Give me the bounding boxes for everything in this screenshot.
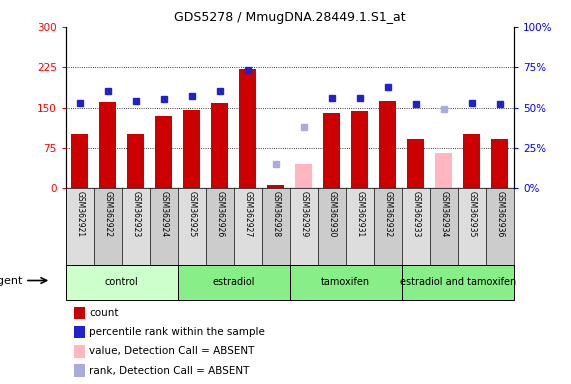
Bar [94, 188, 122, 265]
Text: GSM362933: GSM362933 [411, 191, 420, 238]
Text: GSM362926: GSM362926 [215, 191, 224, 237]
Bar [289, 265, 402, 300]
Text: GSM362931: GSM362931 [355, 191, 364, 237]
Text: GSM362935: GSM362935 [468, 191, 476, 238]
Text: GSM362923: GSM362923 [131, 191, 140, 237]
Text: estradiol and tamoxifen: estradiol and tamoxifen [400, 277, 516, 287]
Bar [267, 185, 284, 188]
Bar [402, 188, 430, 265]
Bar [262, 188, 289, 265]
Bar [318, 188, 346, 265]
Text: estradiol: estradiol [212, 277, 255, 287]
Text: percentile rank within the sample: percentile rank within the sample [89, 327, 265, 337]
Bar [127, 134, 144, 188]
Bar [458, 188, 486, 265]
Bar [74, 345, 85, 358]
Text: agent: agent [0, 275, 23, 286]
Text: GSM362927: GSM362927 [243, 191, 252, 237]
Bar [150, 188, 178, 265]
Bar [295, 164, 312, 188]
Bar [71, 134, 88, 188]
Bar [379, 101, 396, 188]
Bar [206, 188, 234, 265]
Text: GSM362925: GSM362925 [187, 191, 196, 237]
Bar [402, 265, 514, 300]
Bar [346, 188, 374, 265]
Bar [351, 111, 368, 188]
Bar [436, 153, 452, 188]
Bar [486, 188, 514, 265]
Bar [74, 307, 85, 319]
Bar [183, 110, 200, 188]
Bar [66, 188, 94, 265]
Title: GDS5278 / MmugDNA.28449.1.S1_at: GDS5278 / MmugDNA.28449.1.S1_at [174, 11, 405, 24]
Bar [66, 265, 178, 300]
Text: GSM362928: GSM362928 [271, 191, 280, 237]
Text: GSM362922: GSM362922 [103, 191, 112, 237]
Text: rank, Detection Call = ABSENT: rank, Detection Call = ABSENT [89, 366, 250, 376]
Text: GSM362934: GSM362934 [439, 191, 448, 238]
Bar [290, 188, 318, 265]
Text: GSM362932: GSM362932 [383, 191, 392, 237]
Bar [211, 103, 228, 188]
Text: control: control [105, 277, 139, 287]
Bar [74, 364, 85, 377]
Text: GSM362921: GSM362921 [75, 191, 84, 237]
Text: tamoxifen: tamoxifen [321, 277, 371, 287]
Bar [74, 326, 85, 338]
Bar [178, 265, 289, 300]
Bar [99, 102, 116, 188]
Text: GSM362930: GSM362930 [327, 191, 336, 238]
Bar [234, 188, 262, 265]
Bar [408, 139, 424, 188]
Bar [430, 188, 458, 265]
Bar [374, 188, 402, 265]
Bar [239, 69, 256, 188]
Text: GSM362924: GSM362924 [159, 191, 168, 237]
Text: value, Detection Call = ABSENT: value, Detection Call = ABSENT [89, 346, 255, 356]
Text: GSM362929: GSM362929 [299, 191, 308, 237]
Bar [178, 188, 206, 265]
Bar [122, 188, 150, 265]
Bar [323, 113, 340, 188]
Text: count: count [89, 308, 119, 318]
Bar [155, 116, 172, 188]
Text: GSM362936: GSM362936 [496, 191, 504, 238]
Bar [464, 134, 480, 188]
Bar [492, 139, 508, 188]
